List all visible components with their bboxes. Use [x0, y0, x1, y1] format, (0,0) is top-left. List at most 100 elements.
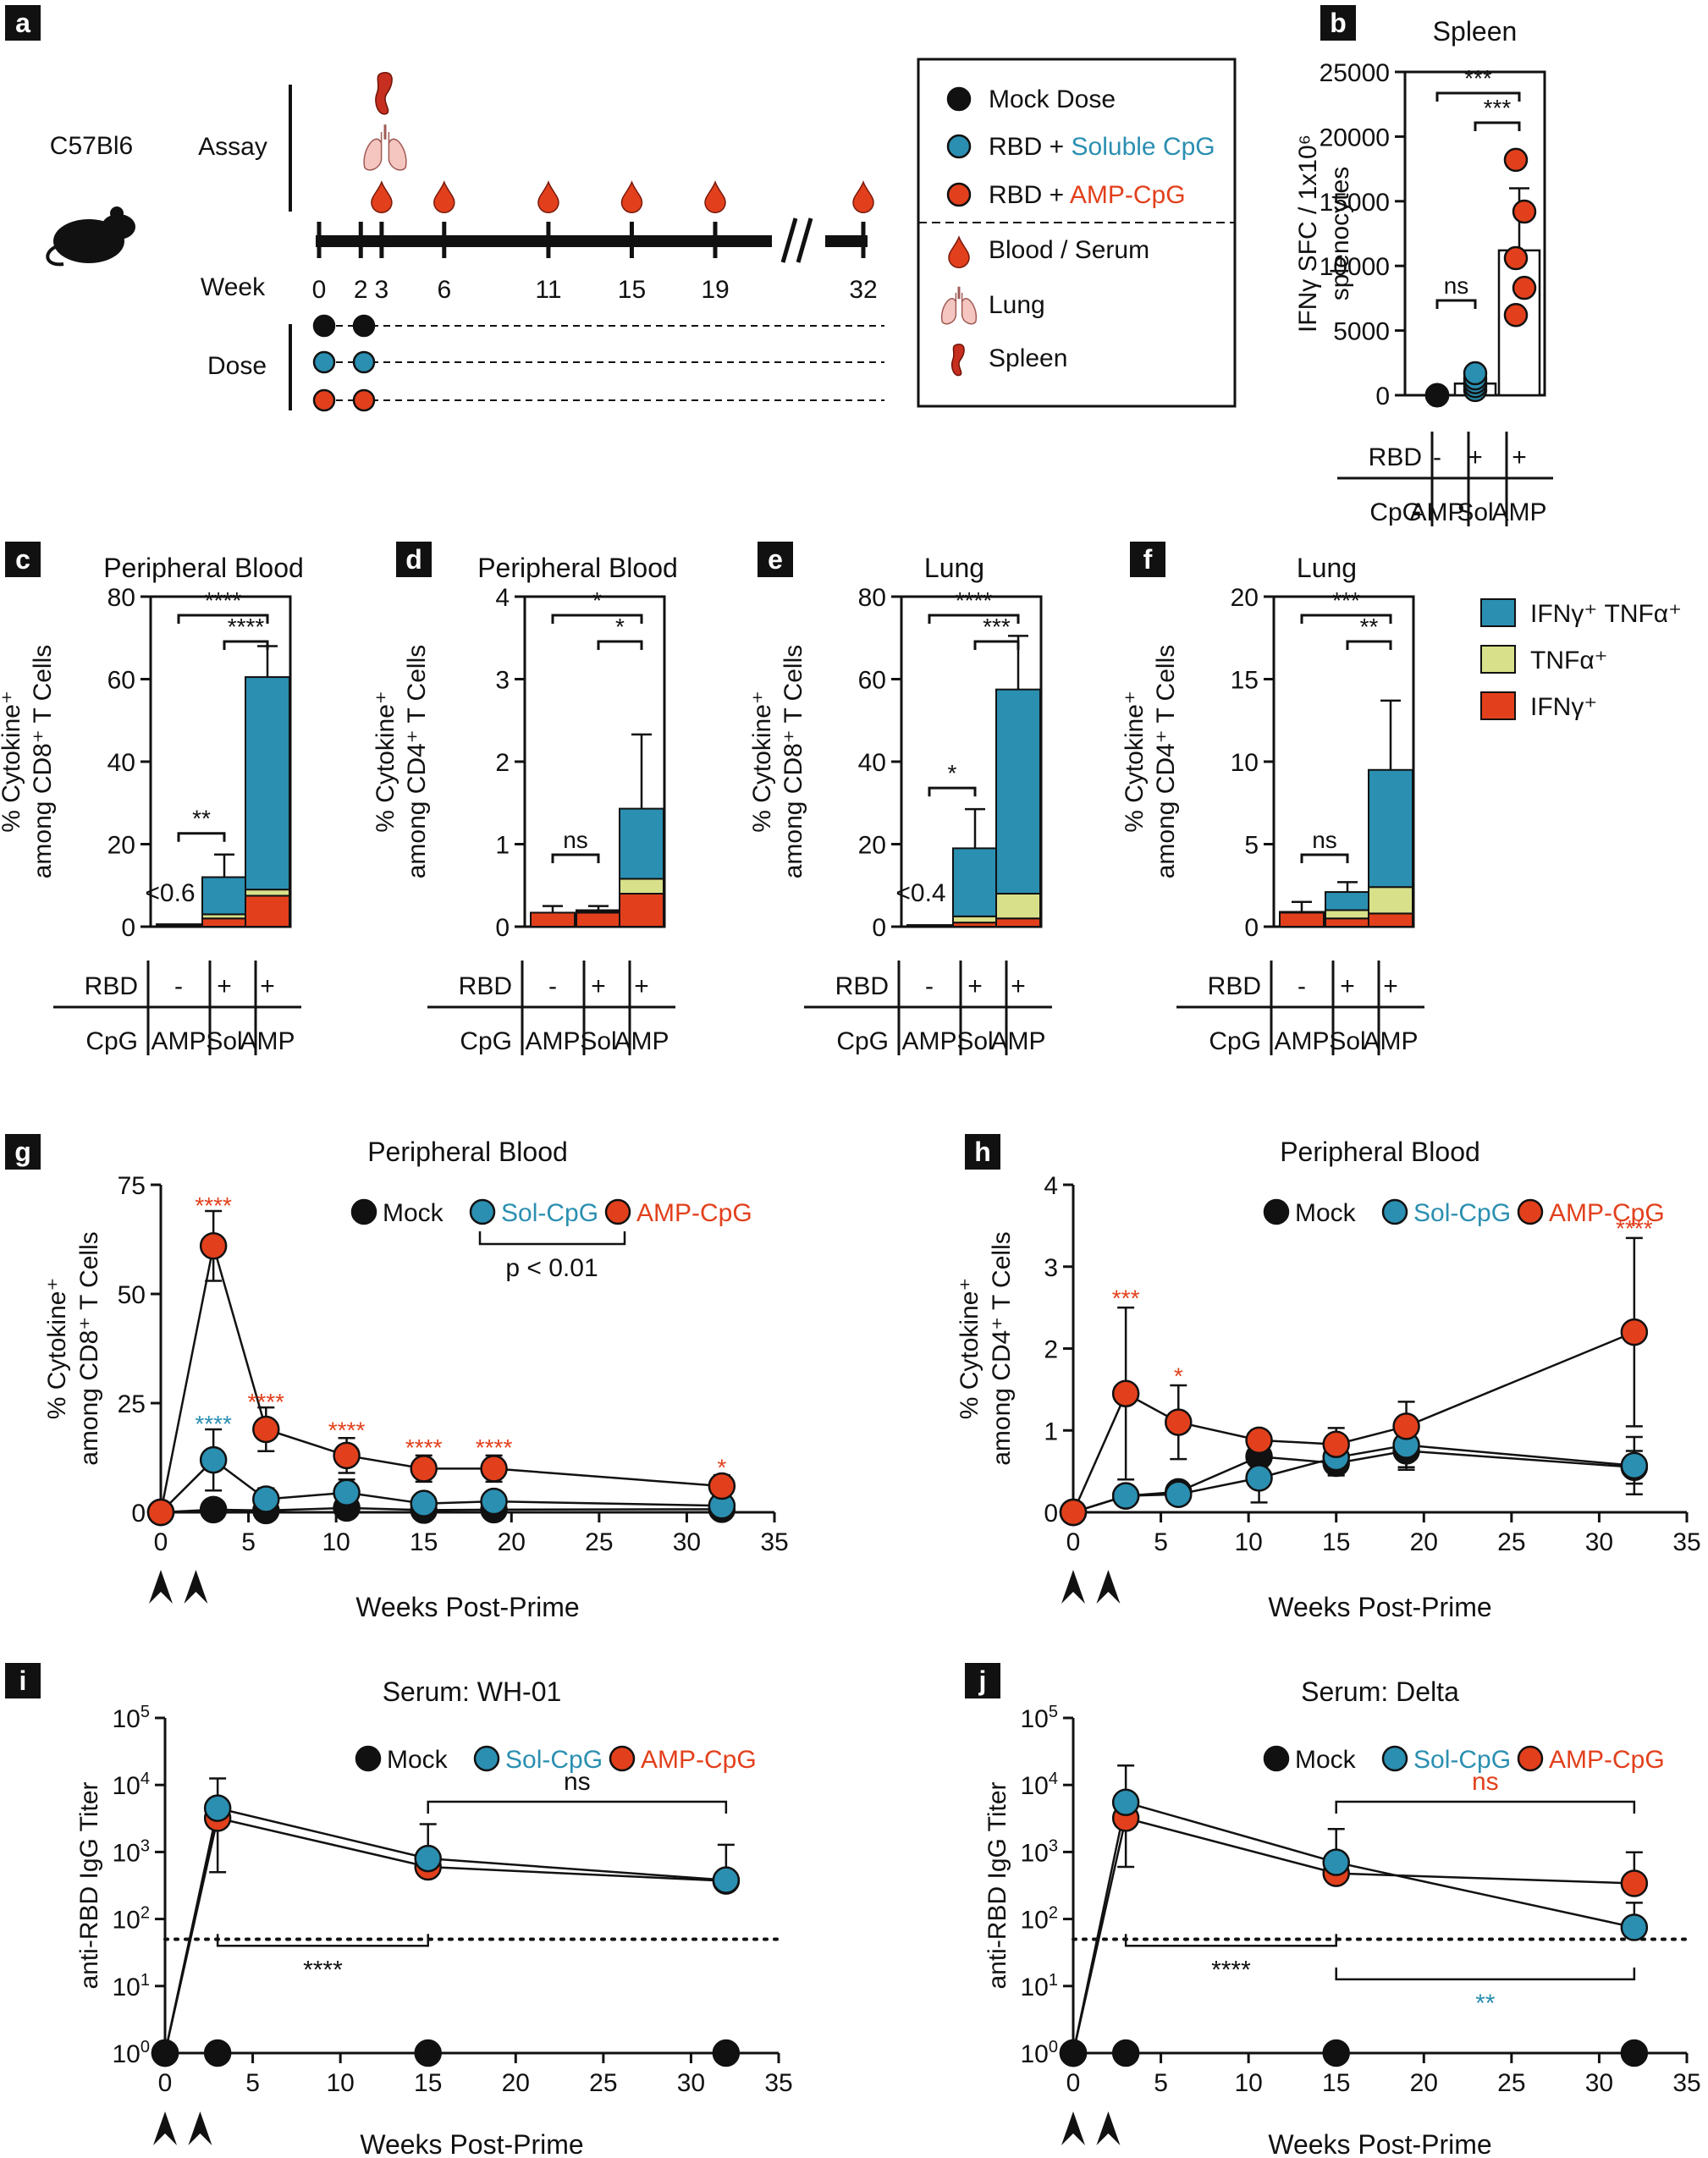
cpg-cell: AMP — [1409, 498, 1464, 526]
stacked-segment — [995, 893, 1041, 920]
chart-title: Peripheral Blood — [103, 553, 304, 583]
data-point — [410, 1455, 438, 1483]
significance-bracket — [928, 614, 1020, 624]
y-axis-label: % Cytokine⁺ — [1121, 691, 1149, 833]
data-point — [1620, 1451, 1649, 1480]
spleen-icon — [950, 344, 965, 377]
y-axis-label: IFNγ SFC / 1x10⁶ — [1294, 135, 1322, 333]
dose-dot-week0 — [312, 350, 336, 374]
significance-label: * — [592, 587, 602, 614]
cpg-cell: Sol — [1329, 1027, 1365, 1055]
stacked-segment — [619, 893, 664, 928]
chart-title: Peripheral Blood — [1280, 1137, 1480, 1167]
week-label: Week — [201, 273, 266, 301]
y-tick-label: 105 — [113, 1703, 151, 1733]
significance-bracket — [177, 614, 269, 624]
legend-label: Mock — [383, 1199, 444, 1227]
legend-marker — [350, 1198, 377, 1225]
chart-title: Spleen — [1433, 16, 1518, 47]
panel-letter-box — [5, 5, 41, 41]
week-tick-label: 2 — [354, 276, 368, 304]
significance-star: **** — [195, 1411, 232, 1437]
data-point — [1165, 1408, 1193, 1436]
significance-bracket — [1346, 640, 1392, 650]
y-axis-label: among CD4⁺ T Cells — [988, 1231, 1016, 1466]
y-tick-label: 102 — [113, 1904, 151, 1935]
x-tick-label: 15 — [414, 2069, 442, 2097]
chart-title: Lung — [924, 553, 984, 583]
significance-star: **** — [328, 1418, 366, 1444]
stacked-segment — [952, 847, 998, 917]
stacked-segment — [201, 876, 247, 916]
x-tick-label: 15 — [1322, 1528, 1350, 1556]
legend-label: Sol-CpG — [1413, 1746, 1511, 1774]
significance-label: *** — [1484, 95, 1512, 121]
y-axis-label: splenocytes — [1326, 167, 1354, 300]
x-tick-label: 25 — [1497, 1528, 1525, 1556]
y-tick-label: 40 — [858, 749, 886, 777]
data-point — [1059, 2039, 1088, 2067]
y-tick-label: 102 — [1021, 1904, 1059, 1935]
significance-label: *** — [1464, 65, 1492, 91]
significance-label: ** — [1475, 1990, 1496, 2018]
lung-icon — [363, 124, 407, 171]
legend-swatch — [1480, 645, 1516, 674]
lung-icon — [940, 286, 978, 325]
legend-label: AMP-CpG — [636, 1199, 752, 1227]
legend-label: AMP-CpG — [641, 1746, 757, 1774]
rbd-row-label: RBD — [85, 972, 138, 1000]
week-tick-label: 3 — [375, 276, 389, 304]
week-tick-label: 15 — [618, 276, 646, 304]
left-lung-icon — [940, 293, 957, 325]
significance-bracket — [216, 1934, 429, 1947]
legend-marker — [1263, 1745, 1290, 1772]
y-tick-label: 80 — [107, 584, 135, 612]
week-tick-label: 32 — [849, 276, 877, 304]
cpg-cell: AMP — [525, 1027, 580, 1055]
significance-star: **** — [247, 1389, 284, 1415]
right-lung-icon — [388, 132, 407, 171]
stacked-segment — [1325, 917, 1370, 928]
y-tick-label: 0 — [495, 914, 510, 942]
panel-letter-i: i — [5, 1663, 41, 1698]
red-dot-icon — [946, 182, 972, 207]
y-tick-label: 80 — [858, 584, 886, 612]
week-tick-label: 11 — [535, 276, 561, 304]
data-point — [1111, 2039, 1140, 2067]
rbd-cell: + — [634, 972, 649, 1000]
stacked-segment — [201, 917, 247, 928]
x-tick-label: 25 — [1497, 2069, 1525, 2097]
significance-star: *** — [1112, 1285, 1140, 1311]
series-line — [1072, 1450, 1634, 1514]
y-tick-label: 2 — [495, 749, 510, 777]
x-tick-label: 0 — [1066, 1528, 1081, 1556]
data-point — [203, 1794, 232, 1822]
y-axis-label: % Cytokine⁺ — [0, 691, 25, 833]
significance-bracket — [1124, 1934, 1337, 1947]
prime-arrow-icon — [149, 1570, 173, 1604]
y-tick-label: 4 — [1044, 1172, 1058, 1200]
significance-bracket — [597, 640, 643, 650]
left-lung-icon — [363, 132, 383, 171]
panel-letter-box — [1130, 542, 1165, 577]
data-point — [1512, 199, 1537, 224]
x-tick-label: 5 — [1154, 2069, 1168, 2097]
significance-star: **** — [1616, 1215, 1653, 1241]
data-point — [712, 2039, 741, 2067]
rbd-cell: + — [1340, 972, 1355, 1000]
significance-bracket — [551, 853, 600, 863]
significance-label: **** — [1211, 1956, 1251, 1984]
data-point — [1620, 1869, 1649, 1897]
y-axis-label: among CD8⁺ T Cells — [75, 1231, 103, 1466]
significance-bracket — [1335, 1800, 1636, 1814]
blood-drop-icon — [620, 180, 643, 213]
data-point — [333, 1478, 361, 1507]
y-tick-label: 2 — [1044, 1336, 1058, 1364]
legend-item-text: RBD + AMP-CpG — [989, 181, 1186, 209]
panel-d-chart: Peripheral Blood 0 1 2 3 4 % Cytokine⁺ among CD… — [372, 553, 678, 1055]
panel-letter-j: j — [965, 1663, 1000, 1698]
y-tick-label: 101 — [1021, 1971, 1059, 2001]
panel-letter-e: e — [758, 542, 793, 577]
data-point — [708, 1472, 736, 1500]
